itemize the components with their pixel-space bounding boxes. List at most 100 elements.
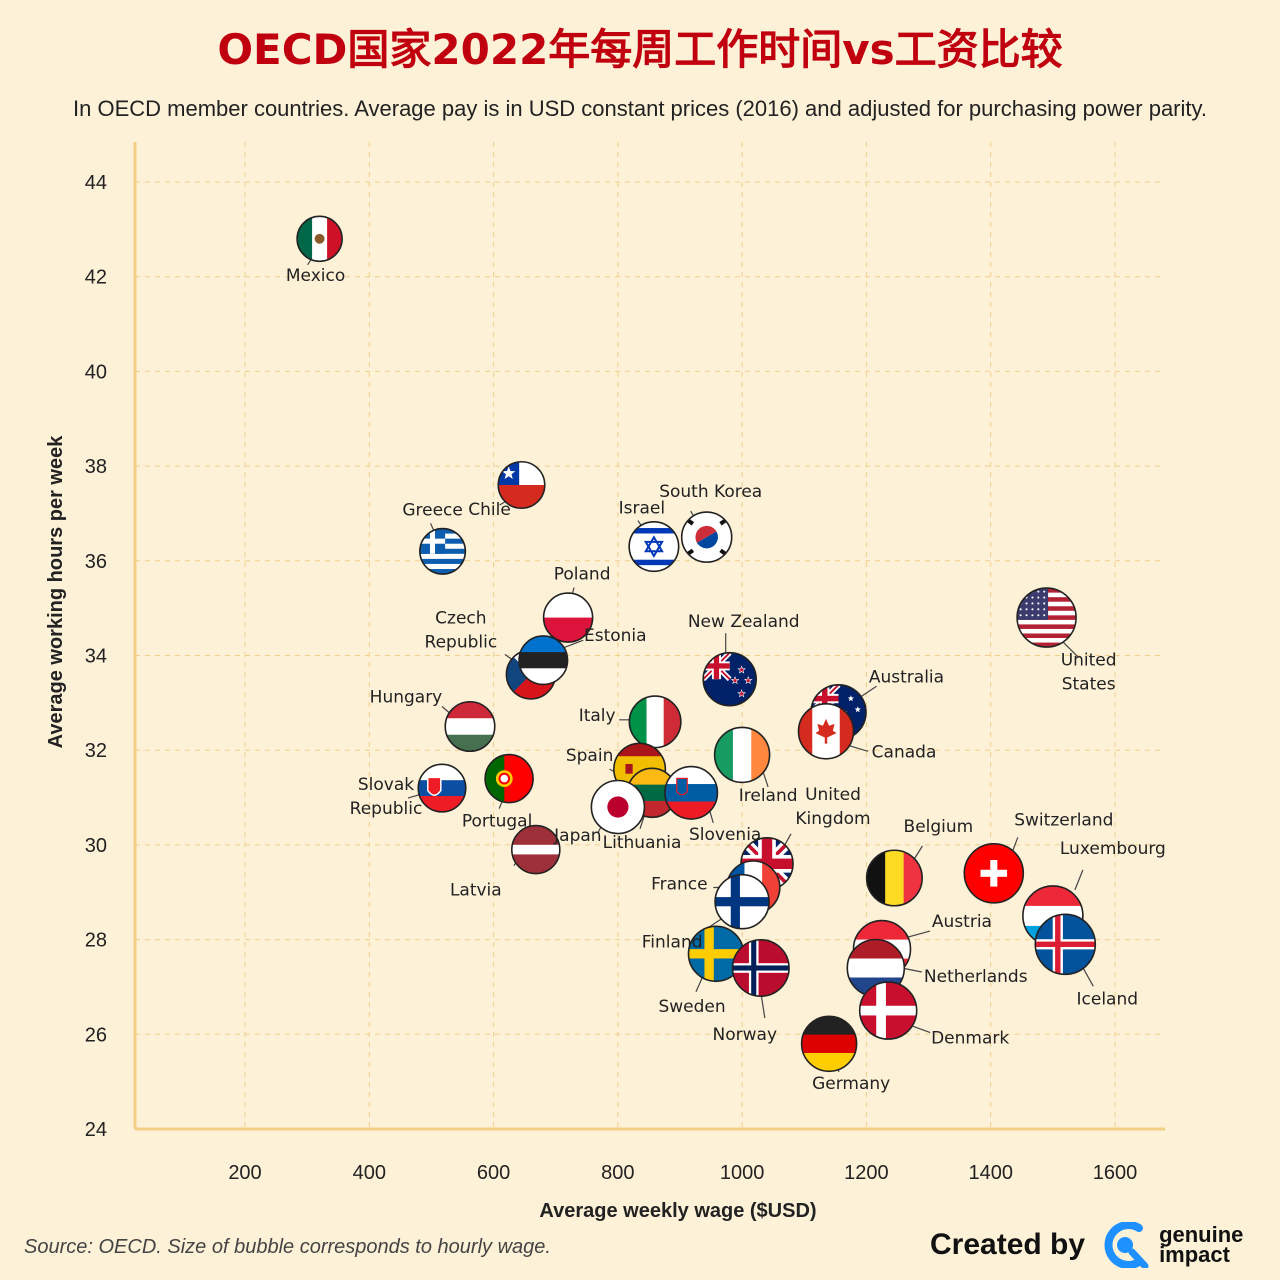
finland-flag-icon bbox=[715, 874, 770, 929]
x-tick-label: 1000 bbox=[720, 1162, 765, 1184]
slovakia-flag-icon bbox=[418, 764, 466, 812]
x-tick-label: 600 bbox=[477, 1162, 510, 1184]
leader-netherlands bbox=[901, 967, 922, 973]
chart-subtitle: In OECD member countries. Average pay is… bbox=[73, 96, 1207, 121]
point-greece bbox=[419, 527, 467, 575]
slovenia-flag-icon bbox=[664, 766, 718, 820]
y-tick-label: 44 bbox=[85, 172, 107, 194]
norway-flag-icon bbox=[732, 939, 790, 997]
data-points bbox=[296, 215, 1097, 1073]
created-by-text: Created by bbox=[930, 1228, 1086, 1261]
label-united-kingdom: United Kingdom bbox=[795, 785, 870, 829]
label-canada: Canada bbox=[872, 742, 937, 762]
label-mexico: Mexico bbox=[286, 266, 345, 286]
new-zealand-flag-icon bbox=[703, 652, 757, 706]
label-italy: Italy bbox=[579, 706, 616, 726]
point-sweden bbox=[687, 925, 745, 983]
axis-layer bbox=[133, 142, 1165, 1131]
point-chile bbox=[497, 460, 546, 510]
label-denmark: Denmark bbox=[931, 1029, 1009, 1049]
label-israel: Israel bbox=[619, 499, 665, 519]
label-sweden: Sweden bbox=[658, 997, 725, 1017]
label-norway: Norway bbox=[713, 1025, 778, 1045]
chile-flag-icon bbox=[498, 461, 545, 509]
switzerland-flag-icon bbox=[964, 843, 1024, 903]
point-slovak-republic bbox=[417, 763, 467, 813]
point-united-states bbox=[1016, 587, 1077, 648]
y-tick-label: 30 bbox=[85, 835, 107, 857]
label-france: France bbox=[651, 875, 708, 895]
x-axis-label: Average weekly wage ($USD) bbox=[539, 1200, 816, 1222]
label-portugal: Portugal bbox=[462, 812, 532, 832]
point-latvia bbox=[510, 824, 561, 875]
point-italy bbox=[628, 695, 682, 749]
y-tick-label: 28 bbox=[85, 930, 107, 952]
label-estonia: Estonia bbox=[584, 626, 647, 646]
label-hungary: Hungary bbox=[370, 688, 443, 708]
label-greece: Greece bbox=[402, 500, 463, 520]
leader-austria bbox=[907, 930, 931, 938]
label-south-korea: South Korea bbox=[659, 482, 762, 502]
point-germany bbox=[800, 1015, 858, 1073]
point-denmark bbox=[858, 981, 918, 1040]
y-tick-label: 38 bbox=[85, 456, 107, 478]
point-switzerland bbox=[963, 842, 1025, 904]
brand-line-2: impact bbox=[1159, 1242, 1230, 1267]
japan-flag-icon bbox=[591, 780, 645, 834]
point-norway bbox=[731, 938, 790, 998]
y-tick-label: 24 bbox=[85, 1119, 107, 1141]
label-australia: Australia bbox=[869, 667, 944, 687]
label-netherlands: Netherlands bbox=[924, 967, 1028, 987]
genuine-impact-logo-icon bbox=[1104, 1222, 1149, 1268]
label-luxembourg: Luxembourg bbox=[1060, 839, 1166, 859]
label-germany: Germany bbox=[812, 1074, 890, 1094]
y-tick-label: 26 bbox=[85, 1024, 107, 1046]
point-mexico bbox=[296, 215, 343, 263]
label-slovak-republic: Slovak Republic bbox=[350, 775, 423, 819]
label-chile: Chile bbox=[468, 500, 511, 520]
label-iceland: Iceland bbox=[1077, 989, 1139, 1009]
x-tick-label: 800 bbox=[601, 1162, 634, 1184]
label-spain: Spain bbox=[566, 746, 614, 766]
label-finland: Finland bbox=[642, 933, 703, 953]
leader-united-states bbox=[1062, 641, 1080, 659]
label-austria: Austria bbox=[932, 912, 992, 932]
portugal-flag-icon bbox=[485, 754, 534, 803]
tick-labels: 200 400 600 800 1000 1200 1400 1600 24 26 28 30 32 34… bbox=[85, 172, 1138, 1184]
point-portugal bbox=[484, 753, 534, 804]
point-japan bbox=[590, 779, 646, 835]
credit-block: Created by genuine impact bbox=[930, 1222, 1259, 1268]
label-lithuania: Lithuania bbox=[603, 833, 682, 853]
x-tick-label: 1200 bbox=[844, 1162, 889, 1184]
iceland-flag-icon bbox=[1035, 914, 1096, 975]
label-poland: Poland bbox=[554, 565, 611, 585]
belgium-flag-icon bbox=[866, 850, 923, 906]
south-korea-flag-icon bbox=[681, 512, 732, 563]
point-estonia bbox=[518, 635, 569, 686]
x-tick-label: 1600 bbox=[1093, 1162, 1138, 1184]
point-ireland bbox=[713, 726, 771, 784]
label-latvia: Latvia bbox=[450, 881, 502, 901]
leader-luxembourg bbox=[1074, 869, 1084, 891]
y-tick-label: 34 bbox=[85, 646, 107, 668]
y-axis-label: Average working hours per week bbox=[45, 435, 67, 749]
y-tick-label: 42 bbox=[85, 267, 107, 289]
x-tick-label: 1400 bbox=[968, 1162, 1013, 1184]
greece-flag-icon bbox=[419, 528, 466, 575]
point-iceland bbox=[1034, 913, 1097, 976]
point-canada bbox=[797, 702, 855, 760]
label-switzerland: Switzerland bbox=[1014, 810, 1113, 830]
latvia-flag-icon bbox=[511, 825, 560, 874]
chart-title: OECD国家2022年每周工作时间vs工资比较 bbox=[217, 25, 1063, 74]
y-tick-label: 32 bbox=[85, 740, 107, 762]
y-tick-label: 36 bbox=[85, 551, 107, 573]
point-finland bbox=[714, 873, 770, 930]
leader-canada bbox=[847, 744, 869, 752]
label-united-states: United States bbox=[1061, 651, 1117, 695]
denmark-flag-icon bbox=[859, 982, 917, 1040]
point-israel bbox=[628, 521, 680, 573]
point-hungary bbox=[444, 700, 496, 753]
brand-line-1: genuine bbox=[1159, 1222, 1244, 1247]
